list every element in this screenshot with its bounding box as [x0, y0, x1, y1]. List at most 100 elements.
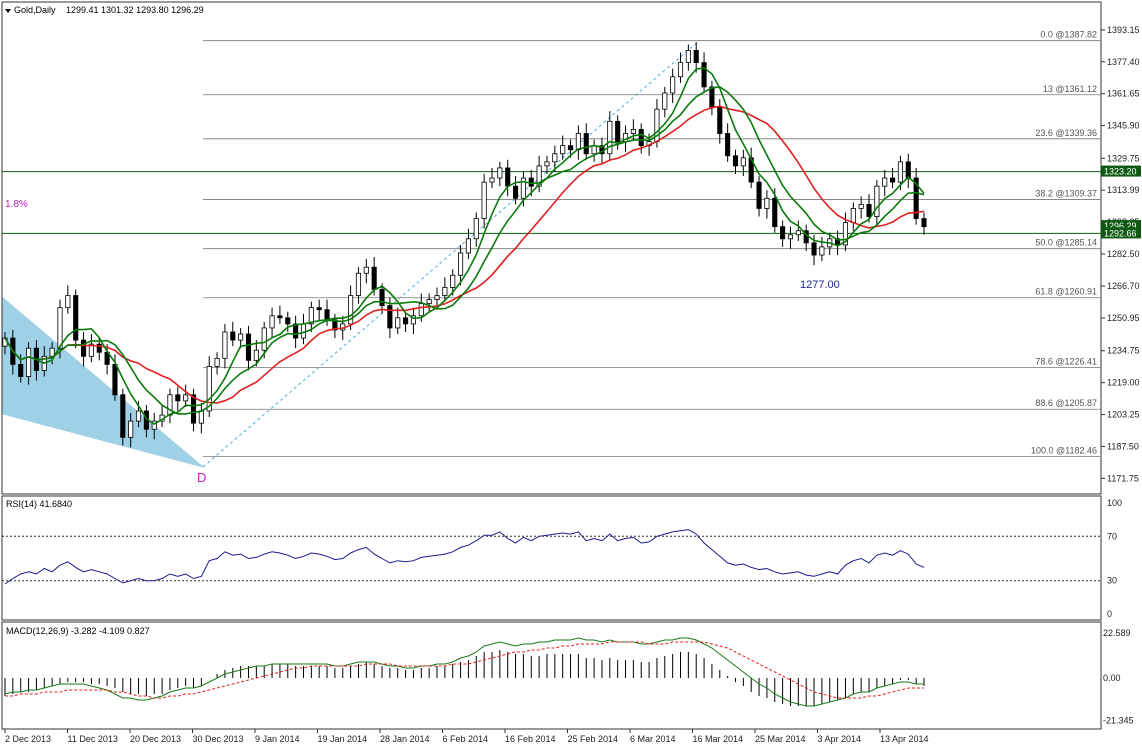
time-tick-label: 3 Apr 2014 — [818, 734, 862, 744]
candle-bull — [442, 287, 448, 296]
candle-bear — [332, 319, 338, 331]
candle-bull — [426, 299, 432, 305]
time-tick-label: 9 Jan 2014 — [255, 734, 300, 744]
candle-bear — [866, 203, 872, 217]
rsi-panel-frame — [1, 495, 1102, 621]
percent-label: 1.8% — [5, 199, 28, 210]
candle-bear — [567, 145, 574, 151]
candle-bull — [897, 161, 903, 183]
candle-bear — [905, 161, 911, 179]
candle-bull — [308, 307, 314, 325]
candle-bull — [670, 76, 676, 94]
price-tag-label: 1292.66 — [1104, 228, 1137, 238]
candle-bull — [128, 420, 134, 438]
price-tick-label: 1250.95 — [1107, 313, 1140, 323]
candle-bear — [324, 309, 330, 321]
candle-bear — [120, 394, 126, 438]
candle-bull — [363, 266, 369, 274]
price-tick-label: 1377.40 — [1107, 57, 1140, 67]
candle-bear — [512, 185, 519, 199]
candle-bull — [198, 410, 204, 424]
rsi-line — [4, 529, 925, 585]
candle-bull — [57, 307, 63, 349]
price-tick-label: 1361.65 — [1107, 89, 1140, 99]
candle-bear — [403, 317, 409, 325]
candle-bull — [740, 157, 746, 167]
macd-panel-frame — [1, 621, 1102, 730]
price-tick-label: 1234.75 — [1107, 346, 1140, 356]
candle-bull — [238, 333, 244, 341]
candle-bear — [371, 266, 377, 290]
candle-bear — [80, 339, 87, 357]
candle-bull — [88, 343, 94, 357]
candle-bull — [450, 274, 456, 288]
time-tick-label: 6 Mar 2014 — [630, 734, 676, 744]
candle-bull — [630, 129, 636, 134]
price-axis: 1393.15 1377.40 1361.65 1345.90 1329.75 1313.… — [1101, 25, 1140, 483]
candle-bull — [269, 315, 275, 329]
price-tick-label: 1203.25 — [1107, 410, 1140, 420]
candle-bull — [819, 246, 825, 256]
d-point-label: D — [197, 470, 206, 485]
price-tick-label: 1329.75 — [1107, 153, 1140, 163]
candle-bull — [858, 203, 864, 209]
time-tick-label: 25 Feb 2014 — [568, 734, 619, 744]
rsi-tick-label: 30 — [1107, 576, 1117, 586]
candle-bull — [560, 145, 566, 155]
candle-bull — [850, 208, 856, 224]
price-tag-bg — [1101, 227, 1141, 239]
candle-bear — [756, 181, 762, 209]
fib-label-1: 13 @1361.12 — [1043, 84, 1097, 94]
candle-bull — [26, 347, 32, 377]
candle-bear — [245, 333, 252, 361]
low-price-label: 1277.00 — [800, 279, 840, 291]
dropdown-arrow-icon[interactable] — [5, 9, 11, 13]
candle-bull — [410, 315, 417, 325]
fib-label-0: 0.0 @1387.82 — [1040, 30, 1097, 40]
price-tick-label: 1266.70 — [1107, 281, 1140, 291]
candle-bull — [662, 92, 668, 110]
candle-bear — [112, 364, 118, 396]
macd-tick-label: 22.589 — [1103, 628, 1131, 638]
candle-bull — [575, 133, 581, 151]
time-tick-label: 25 Mar 2014 — [755, 734, 806, 744]
candle-bear — [230, 331, 236, 341]
candle-bear — [921, 218, 927, 228]
candle-bull — [874, 185, 880, 217]
macd-tick-label: -21.345 — [1103, 716, 1134, 726]
candle-bear — [379, 289, 385, 307]
rsi-tick-label: 0 — [1107, 609, 1112, 619]
candle-bear — [732, 155, 739, 167]
rsi-panel: 100 70 30 0 — [2, 498, 1122, 619]
candle-bear — [638, 129, 644, 147]
candle-bear — [285, 317, 291, 325]
price-tick-label: 1171.75 — [1107, 473, 1139, 483]
candle-bear — [583, 133, 589, 155]
candle-bull — [355, 272, 362, 296]
price-tick-label: 1345.90 — [1107, 121, 1140, 131]
candle-bear — [175, 394, 181, 402]
price-tick-label: 1282.50 — [1107, 249, 1140, 259]
candle-bull — [183, 394, 189, 402]
moving-averages — [4, 67, 925, 425]
green-moving-average-slow — [4, 86, 925, 415]
candle-bull — [418, 303, 424, 317]
macd-tick-label: 0.00 — [1103, 673, 1121, 683]
price-tag-label: 1323.20 — [1104, 167, 1137, 177]
candle-bull — [544, 161, 550, 167]
candle-bear — [701, 62, 707, 88]
candle-bear — [890, 177, 896, 183]
candle-bull — [607, 120, 613, 155]
candle-bull — [206, 366, 212, 412]
candle-bull — [882, 177, 888, 187]
time-tick-label: 30 Dec 2013 — [193, 734, 244, 744]
time-tick-label: 20 Dec 2013 — [130, 734, 181, 744]
chart-title: Gold,Daily — [14, 5, 56, 15]
price-tick-label: 1393.15 — [1107, 25, 1140, 35]
candle-bear — [615, 120, 621, 142]
candle-bull — [348, 295, 354, 325]
candle-bear — [811, 242, 817, 256]
candle-bull — [49, 347, 55, 357]
